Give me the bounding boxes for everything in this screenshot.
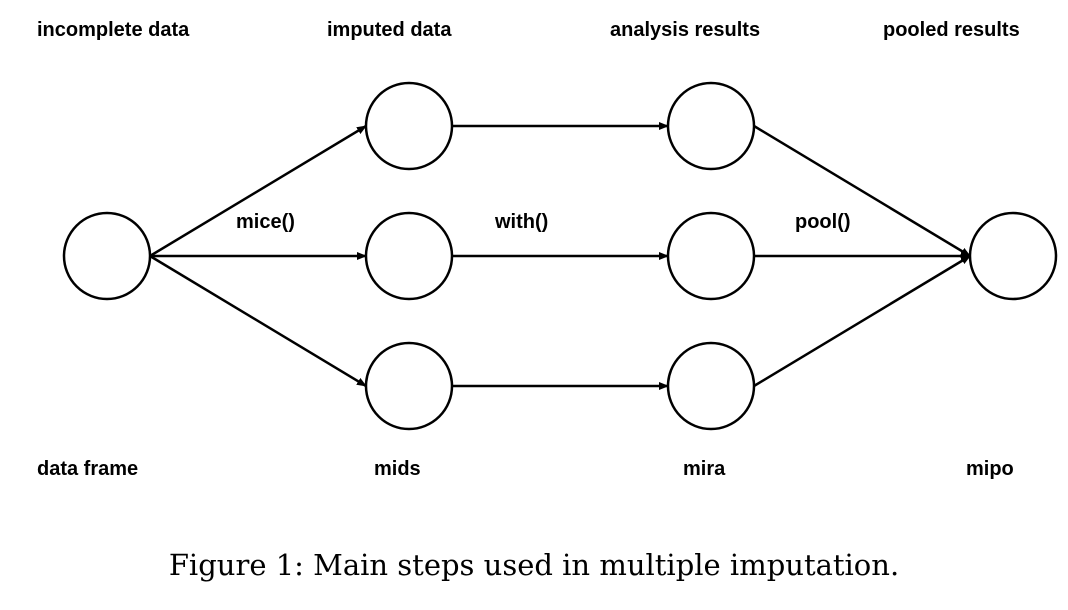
node-analysis-1 <box>666 81 756 171</box>
class-label-data-frame: data frame <box>37 458 138 480</box>
edge-analysis-to-pooled-3 <box>753 254 971 388</box>
node-analysis-3 <box>666 341 756 431</box>
node-imputed-2 <box>364 211 454 301</box>
header-incomplete-data: incomplete data <box>37 19 190 41</box>
node-imputed-3 <box>364 341 454 431</box>
node-pooled <box>968 211 1058 301</box>
edge-dataframe-to-imputed-1 <box>149 124 367 258</box>
edge-dataframe-to-imputed-3 <box>149 254 367 388</box>
node-analysis-2 <box>666 211 756 301</box>
class-label-mira: mira <box>683 458 726 480</box>
header-analysis-results: analysis results <box>610 19 760 41</box>
multiple-imputation-diagram: incomplete data imputed data analysis re… <box>37 19 1058 480</box>
function-label-mice: mice() <box>236 211 295 233</box>
function-label-with: with() <box>494 211 548 233</box>
figure-caption: Figure 1: Main steps used in multiple im… <box>168 548 900 582</box>
class-label-mids: mids <box>374 458 421 480</box>
class-label-mipo: mipo <box>966 458 1014 480</box>
node-data-frame <box>62 211 152 301</box>
header-imputed-data: imputed data <box>327 19 452 41</box>
function-label-pool: pool() <box>795 211 851 233</box>
edge-analysis-to-pooled-1 <box>753 124 971 258</box>
header-pooled-results: pooled results <box>883 19 1020 41</box>
node-imputed-1 <box>364 81 454 171</box>
